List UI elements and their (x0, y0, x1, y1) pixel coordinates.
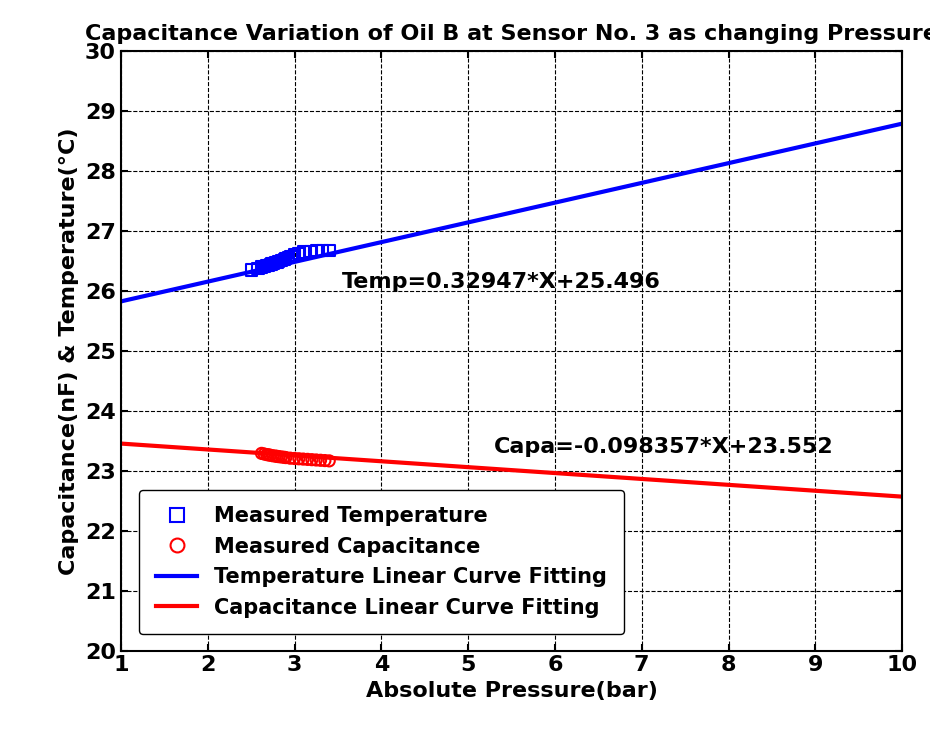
Point (283, 452, 298, 464)
Point (278, 253, 293, 265)
Point (250, 262, 265, 274)
Point (317, 455, 332, 466)
Y-axis label: Capacitance(nF) & Temperature(°C): Capacitance(nF) & Temperature(°C) (60, 127, 79, 575)
Point (302, 246, 317, 257)
Point (276, 452, 291, 463)
X-axis label: Absolute Pressure(bar): Absolute Pressure(bar) (365, 681, 658, 701)
Point (265, 450, 280, 462)
Point (259, 449, 274, 461)
Point (263, 450, 278, 461)
Point (309, 245, 324, 257)
Point (287, 452, 302, 464)
Point (263, 259, 278, 270)
Point (291, 453, 306, 465)
Point (313, 455, 328, 466)
Point (296, 453, 311, 465)
Point (254, 261, 269, 273)
Point (261, 449, 276, 461)
Point (296, 246, 311, 258)
Point (322, 244, 337, 256)
Point (276, 254, 291, 265)
Text: Capa=-0.098357*X+23.552: Capa=-0.098357*X+23.552 (494, 437, 834, 457)
Point (270, 257, 285, 268)
Point (287, 249, 302, 261)
Point (244, 264, 259, 276)
Point (322, 455, 337, 466)
Point (278, 452, 293, 463)
Point (272, 451, 286, 463)
Point (309, 454, 324, 466)
Point (300, 453, 315, 465)
Point (268, 257, 283, 268)
Point (304, 454, 319, 466)
Point (259, 260, 274, 272)
Point (272, 256, 286, 268)
Point (266, 257, 281, 269)
Point (270, 450, 285, 462)
Point (284, 250, 299, 262)
Legend: Measured Temperature, Measured Capacitance, Temperature Linear Curve Fitting, Ca: Measured Temperature, Measured Capacitan… (140, 490, 624, 635)
Point (257, 260, 272, 272)
Point (291, 247, 306, 259)
Point (264, 258, 279, 270)
Point (315, 244, 330, 256)
Title: Capacitance Variation of Oil B at Sensor No. 3 as changing Pressure: Capacitance Variation of Oil B at Sensor… (85, 24, 930, 44)
Point (268, 450, 283, 462)
Point (254, 447, 269, 459)
Point (281, 251, 296, 263)
Point (274, 254, 289, 266)
Point (274, 451, 289, 463)
Text: Temp=0.32947*X+25.496: Temp=0.32947*X+25.496 (342, 272, 661, 292)
Point (257, 448, 272, 460)
Point (261, 260, 276, 271)
